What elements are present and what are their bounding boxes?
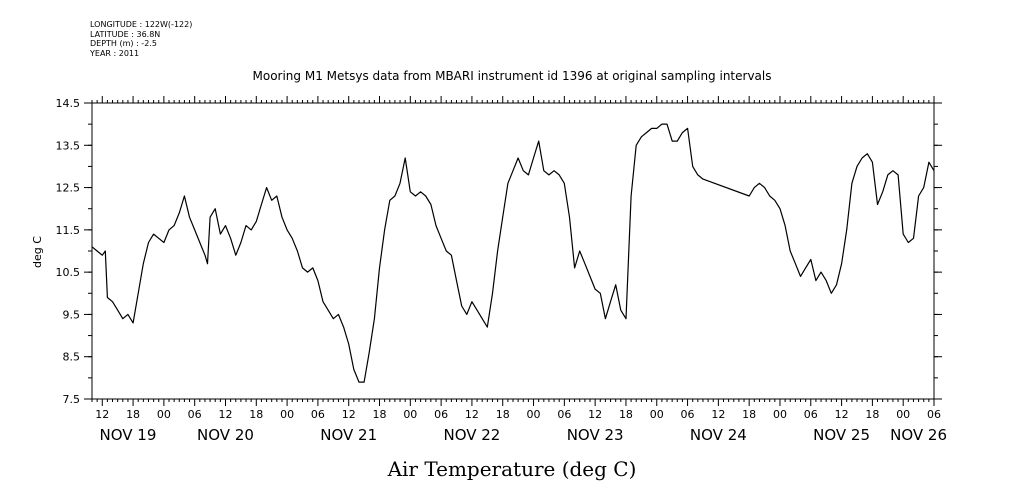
depth-label: DEPTH (m) : -2.5 <box>90 39 157 48</box>
year-label: YEAR : 2011 <box>90 48 140 58</box>
y-tick-label: 14.5 <box>56 97 81 110</box>
x-hour-label: 06 <box>804 408 818 421</box>
x-hour-label: 00 <box>896 408 910 421</box>
x-hour-label: 12 <box>588 408 602 421</box>
chart-title: Mooring M1 Metsys data from MBARI instru… <box>253 69 772 83</box>
x-date-label: NOV 22 <box>443 426 500 444</box>
x-hour-label: 00 <box>650 408 664 421</box>
plot-frame <box>91 102 935 400</box>
tick-marks: 7.5 8.5 9.5 10.5 11.5 12.5 13.5 14.5 12 18 00 06 12 1… <box>56 96 947 444</box>
x-hour-label: 12 <box>835 408 849 421</box>
x-hour-label: 12 <box>218 408 232 421</box>
x-hour-label: 06 <box>311 408 325 421</box>
x-hour-label: 12 <box>95 408 109 421</box>
x-date-label: NOV 21 <box>320 426 377 444</box>
x-hour-label: 18 <box>496 408 510 421</box>
metadata-block: LONGITUDE : 122W(-122) LATITUDE : 36.8N … <box>90 20 192 58</box>
x-hour-label: 06 <box>188 408 202 421</box>
x-hour-label: 18 <box>865 408 879 421</box>
x-hour-label: 12 <box>342 408 356 421</box>
x-hour-label: 18 <box>373 408 387 421</box>
x-hour-label: 12 <box>465 408 479 421</box>
y-tick-label: 10.5 <box>56 266 81 279</box>
x-date-label: NOV 19 <box>99 426 156 444</box>
x-hour-label: 00 <box>527 408 541 421</box>
y-tick-label: 13.5 <box>56 139 81 152</box>
x-date-label: NOV 26 <box>890 426 947 444</box>
x-axis-label: Air Temperature (deg C) <box>387 457 637 481</box>
x-hour-label: 06 <box>557 408 571 421</box>
series-layer <box>91 123 935 383</box>
x-hour-label: 12 <box>711 408 725 421</box>
y-tick-label: 8.5 <box>63 351 81 364</box>
axes <box>91 102 935 400</box>
x-date-label: NOV 24 <box>690 426 747 444</box>
y-tick-label: 12.5 <box>56 182 81 195</box>
x-date-label: NOV 20 <box>197 426 254 444</box>
y-tick-label: 7.5 <box>63 393 81 406</box>
x-date-label: NOV 23 <box>567 426 624 444</box>
x-hour-label: 00 <box>773 408 787 421</box>
longitude-label: LONGITUDE : 122W(-122) <box>90 20 193 29</box>
x-hour-label: 06 <box>681 408 695 421</box>
latitude-label: LATITUDE : 36.8N <box>90 29 161 39</box>
air-temperature-line <box>91 123 935 383</box>
x-hour-label: 18 <box>742 408 756 421</box>
y-tick-label: 11.5 <box>56 224 81 237</box>
x-date-label: NOV 25 <box>813 426 870 444</box>
x-hour-label: 18 <box>619 408 633 421</box>
x-hour-label: 06 <box>434 408 448 421</box>
y-axis-label: deg C <box>31 236 44 268</box>
x-hour-label: 00 <box>280 408 294 421</box>
y-tick-label: 9.5 <box>63 308 81 321</box>
x-hour-label: 00 <box>403 408 417 421</box>
x-hour-label: 18 <box>249 408 263 421</box>
x-hour-label: 06 <box>927 408 941 421</box>
x-hour-label: 18 <box>126 408 140 421</box>
x-hour-label: 00 <box>157 408 171 421</box>
